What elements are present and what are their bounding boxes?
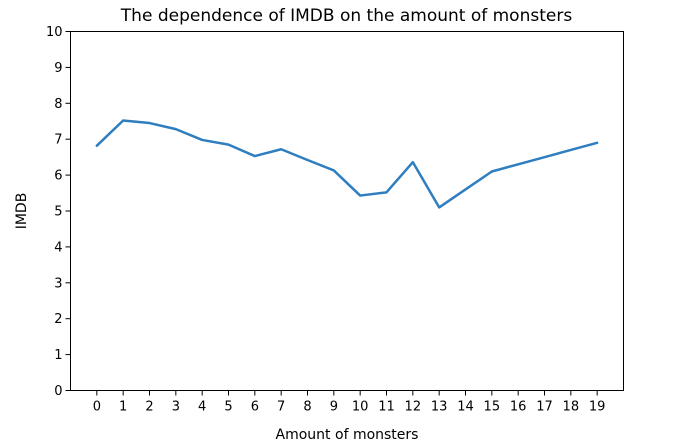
x-tick-label: 7 bbox=[277, 400, 285, 415]
x-tick-label: 4 bbox=[198, 400, 206, 415]
y-axis-label: IMDB bbox=[14, 193, 30, 230]
x-axis: 0 1 2 3 4 5 6 7 8 9 10 11 12 13 14 15 16 17 18 19 bbox=[93, 390, 606, 415]
x-tick-label: 9 bbox=[330, 400, 338, 415]
x-tick-label: 8 bbox=[303, 400, 311, 415]
x-axis-label: Amount of monsters bbox=[276, 427, 419, 443]
x-tick-label: 10 bbox=[352, 400, 369, 415]
x-tick-label: 1 bbox=[119, 400, 127, 415]
y-tick-label: 4 bbox=[54, 240, 62, 255]
y-tick-label: 8 bbox=[54, 97, 62, 112]
x-tick-label: 5 bbox=[224, 400, 232, 415]
y-axis: 0 1 2 3 4 5 6 7 8 9 10 bbox=[46, 25, 71, 399]
x-tick-label: 16 bbox=[510, 400, 527, 415]
series-line bbox=[95, 119, 599, 209]
plot-frame bbox=[70, 31, 624, 391]
y-tick-label: 10 bbox=[46, 25, 63, 40]
x-tick-label: 2 bbox=[145, 400, 153, 415]
x-tick-label: 14 bbox=[457, 400, 474, 415]
x-tick-label: 13 bbox=[431, 400, 448, 415]
x-tick-label: 18 bbox=[563, 400, 580, 415]
y-tick-label: 9 bbox=[54, 61, 62, 76]
x-tick-label: 12 bbox=[405, 400, 422, 415]
x-tick-label: 0 bbox=[93, 400, 101, 415]
y-tick-label: 2 bbox=[54, 312, 62, 327]
y-tick-label: 3 bbox=[54, 276, 62, 291]
chart-title: The dependence of IMDB on the amount of … bbox=[120, 6, 573, 26]
x-tick-label: 3 bbox=[172, 400, 180, 415]
y-tick-label: 7 bbox=[54, 133, 62, 148]
y-tick-label: 0 bbox=[54, 384, 62, 399]
y-tick-label: 1 bbox=[54, 348, 62, 363]
y-tick-label: 6 bbox=[54, 169, 62, 184]
y-tick-label: 5 bbox=[54, 205, 62, 220]
x-tick-label: 6 bbox=[251, 400, 259, 415]
x-tick-label: 11 bbox=[378, 400, 395, 415]
x-tick-label: 17 bbox=[536, 400, 553, 415]
x-tick-label: 15 bbox=[484, 400, 501, 415]
series-layer bbox=[95, 119, 599, 209]
x-tick-label: 19 bbox=[589, 400, 606, 415]
